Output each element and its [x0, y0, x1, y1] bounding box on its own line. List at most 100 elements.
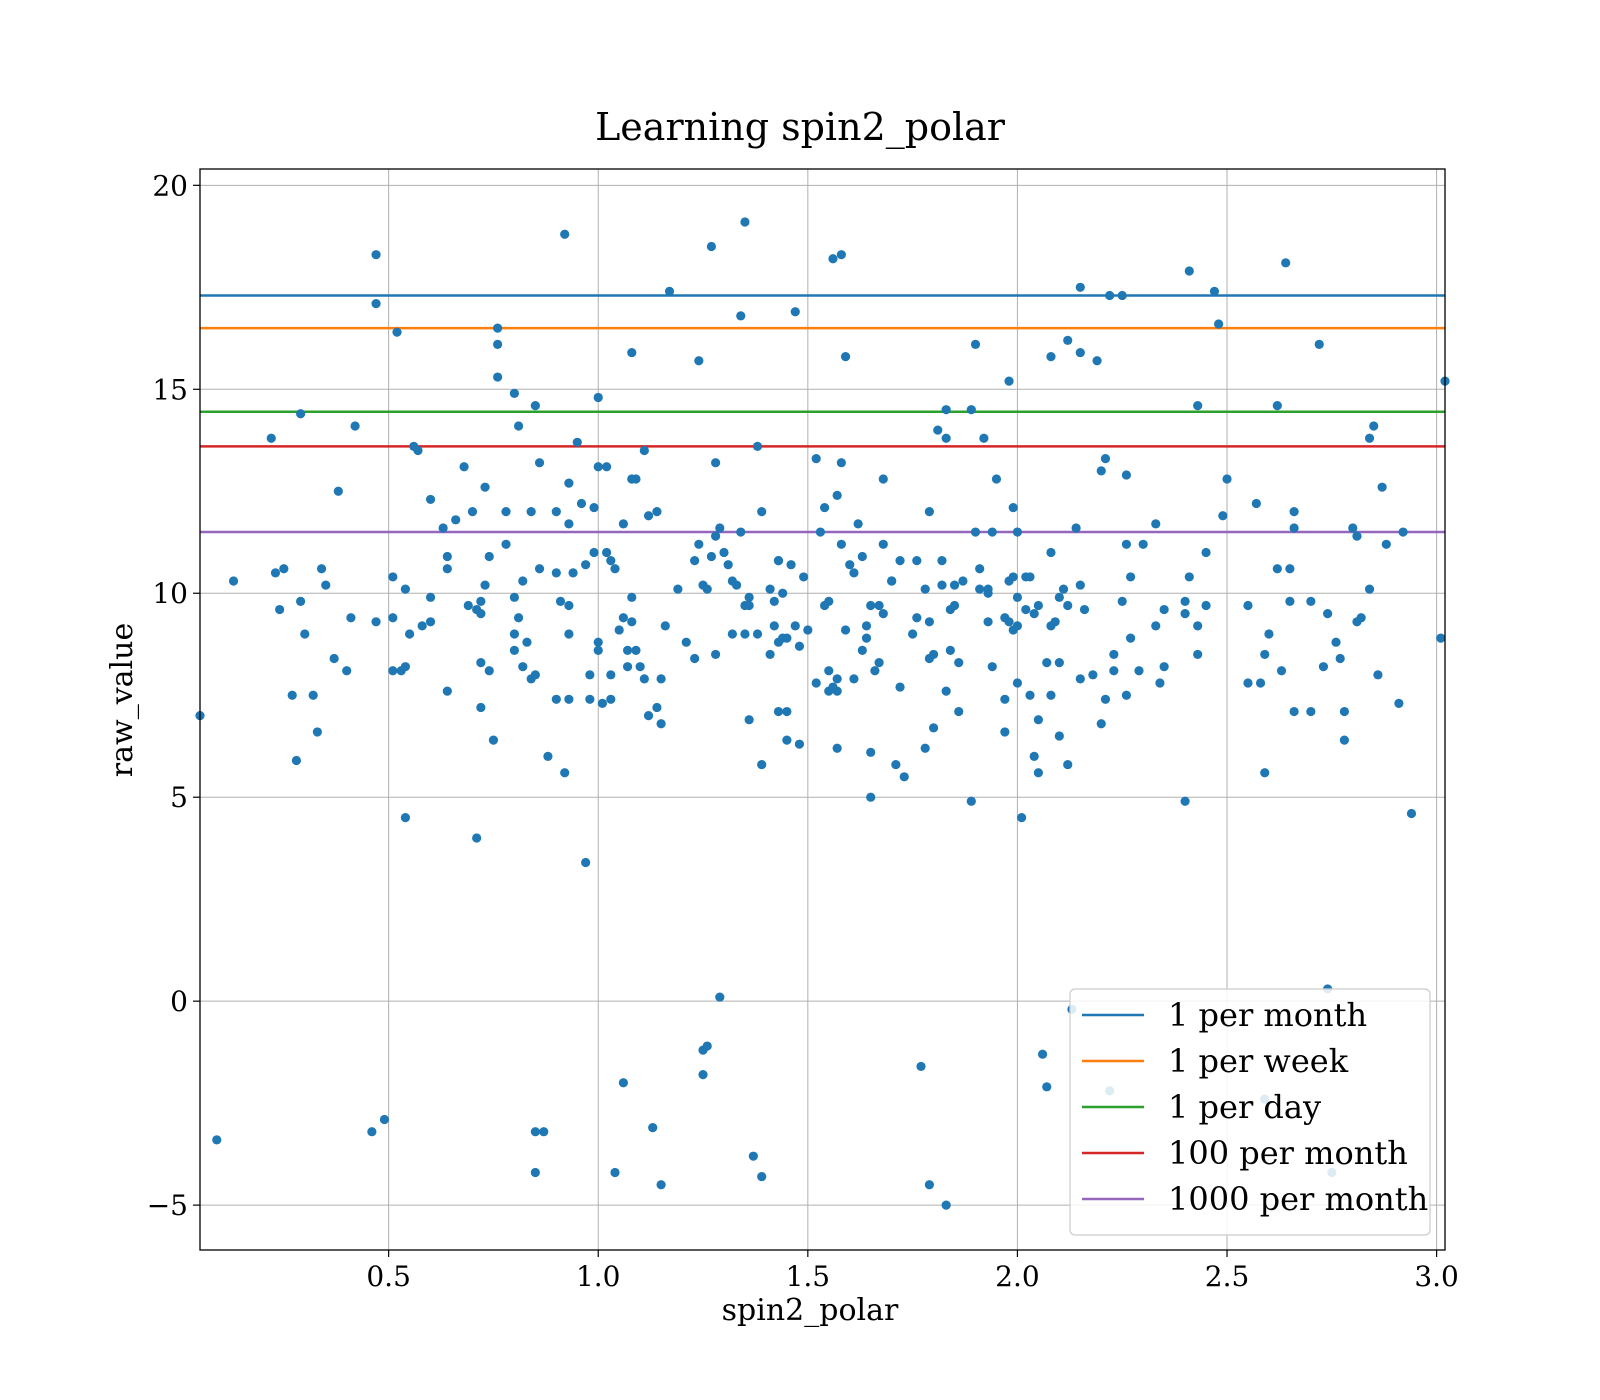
data-point	[723, 560, 733, 570]
data-point	[811, 678, 821, 688]
data-point	[350, 421, 360, 431]
data-point	[1214, 319, 1224, 329]
data-point	[966, 405, 976, 415]
data-point	[765, 649, 775, 660]
data-point	[1348, 523, 1358, 533]
data-point	[643, 711, 654, 721]
data-point	[1394, 698, 1404, 708]
data-point	[878, 474, 888, 484]
data-point	[635, 662, 645, 672]
data-point	[212, 1135, 222, 1145]
data-point	[757, 507, 767, 517]
data-point	[866, 792, 876, 802]
data-point	[1071, 523, 1081, 533]
data-point	[342, 666, 352, 676]
data-point	[1323, 609, 1333, 619]
data-point	[1260, 649, 1270, 660]
data-point	[1373, 670, 1383, 680]
data-point	[656, 719, 666, 729]
legend: 1 per month 1 per week 1 per day 100 per mo…	[1069, 988, 1431, 1236]
data-point	[388, 666, 398, 676]
data-point	[388, 613, 398, 623]
data-point	[1105, 290, 1115, 301]
data-point	[518, 576, 528, 586]
data-point	[1029, 751, 1039, 762]
data-point	[740, 629, 750, 639]
data-point	[425, 617, 436, 627]
data-point	[509, 629, 519, 639]
legend-label: 1 per week	[1168, 1042, 1349, 1080]
data-point	[836, 458, 846, 468]
data-point	[438, 523, 448, 533]
data-point	[530, 400, 540, 411]
data-point	[509, 388, 519, 398]
data-point	[1100, 454, 1111, 464]
data-point	[476, 702, 486, 713]
data-point	[266, 433, 276, 443]
data-point	[794, 641, 805, 651]
data-point	[1155, 678, 1165, 688]
data-point	[970, 527, 981, 537]
data-point	[467, 507, 478, 517]
data-point	[589, 547, 599, 558]
data-point	[480, 580, 490, 590]
data-point	[593, 462, 603, 472]
data-point	[300, 629, 310, 639]
data-point	[1180, 596, 1190, 607]
data-point	[895, 556, 905, 566]
data-point	[560, 768, 570, 778]
data-point	[840, 352, 851, 362]
data-point	[1306, 596, 1316, 607]
threshold-lines	[200, 294, 1445, 534]
data-point	[425, 592, 436, 602]
data-point	[941, 405, 951, 415]
data-point	[748, 1151, 758, 1161]
data-point	[597, 698, 608, 708]
data-point	[1151, 519, 1161, 529]
data-point	[1058, 584, 1069, 594]
data-point	[501, 539, 511, 549]
data-point	[945, 645, 955, 655]
data-point	[1012, 678, 1023, 688]
data-point	[711, 531, 721, 541]
data-point	[593, 645, 603, 655]
data-point	[719, 547, 729, 558]
data-point	[673, 584, 683, 594]
data-point	[614, 625, 624, 635]
data-point	[602, 547, 612, 558]
data-point	[1079, 604, 1090, 615]
data-point	[1046, 690, 1056, 700]
x-tick-label: 1.0	[576, 1260, 621, 1293]
data-point	[866, 747, 876, 757]
data-point	[790, 621, 800, 631]
data-point	[551, 568, 561, 578]
data-point	[1289, 507, 1299, 517]
data-point	[757, 759, 767, 770]
data-points	[195, 217, 1450, 1210]
data-point	[1063, 335, 1073, 345]
data-point	[924, 617, 934, 627]
data-point	[1201, 547, 1211, 558]
data-point	[451, 515, 461, 525]
data-point	[1281, 258, 1291, 268]
data-point	[576, 498, 587, 509]
y-tick-label: 15	[152, 373, 188, 406]
data-point	[606, 670, 616, 680]
data-point	[656, 674, 666, 684]
data-point	[891, 759, 901, 770]
data-point	[1121, 539, 1132, 549]
data-point	[744, 715, 754, 725]
data-point	[1025, 690, 1035, 700]
data-point	[509, 592, 519, 602]
data-point	[832, 674, 842, 684]
data-point	[493, 372, 503, 382]
data-point	[484, 666, 494, 676]
data-point	[765, 584, 775, 594]
data-point	[849, 674, 859, 684]
data-point	[1159, 662, 1169, 672]
data-point	[878, 539, 888, 549]
data-point	[836, 539, 846, 549]
data-point	[899, 772, 909, 782]
data-point	[530, 1127, 540, 1137]
